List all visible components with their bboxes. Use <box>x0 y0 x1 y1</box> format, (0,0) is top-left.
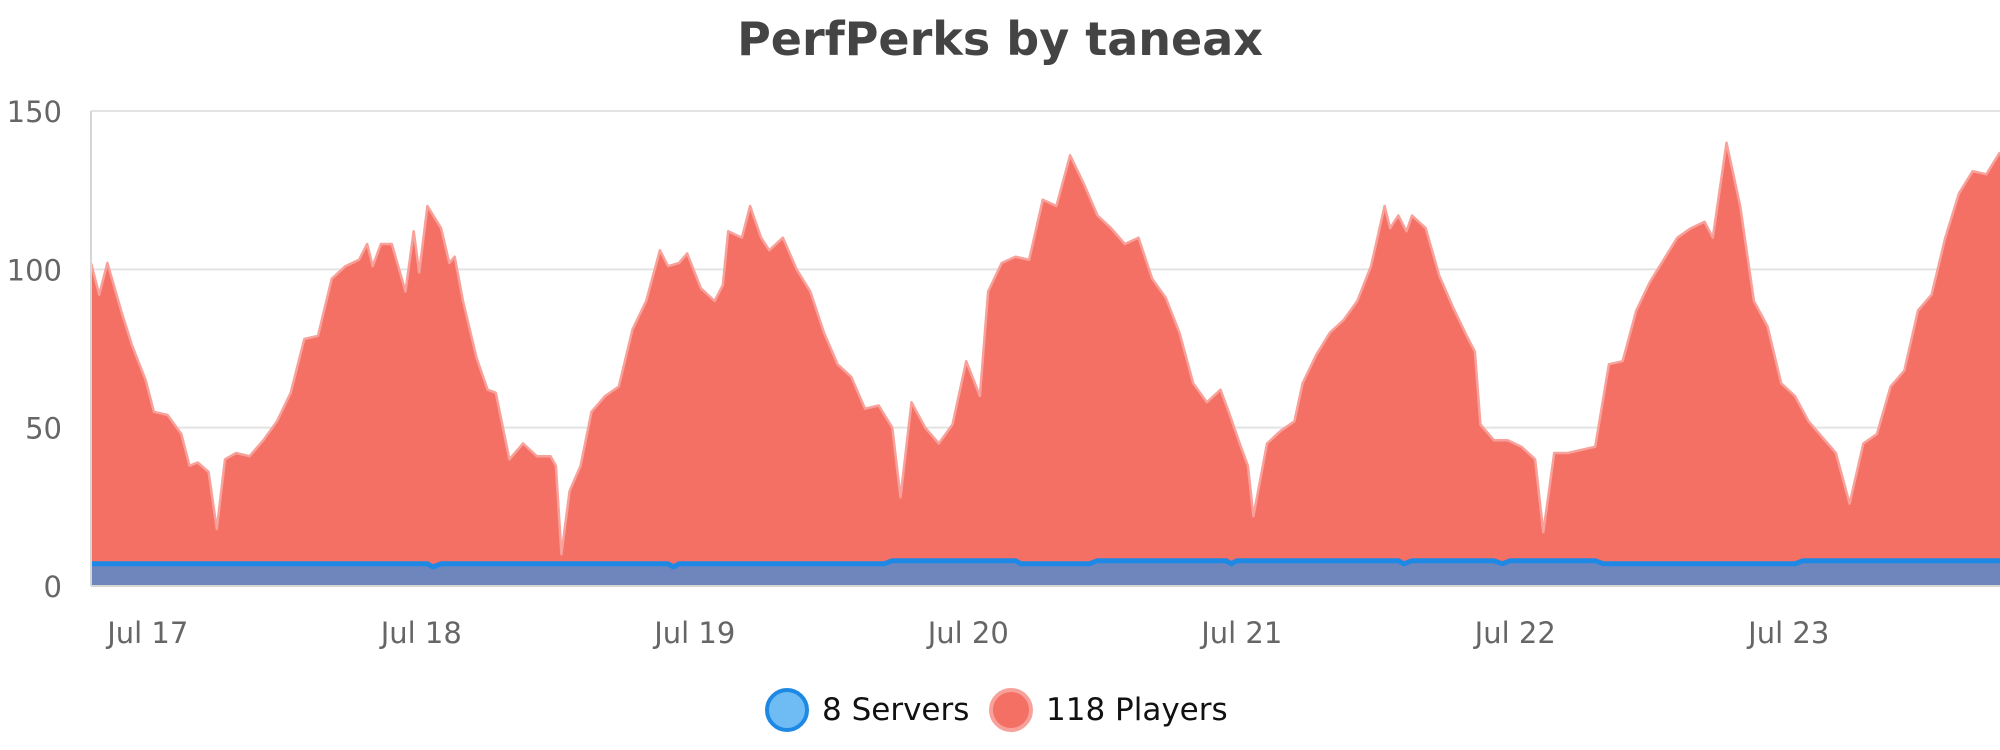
x-tick-label: Jul 22 <box>1473 616 1556 650</box>
x-tick-label: Jul 19 <box>652 616 735 650</box>
y-tick-label: 150 <box>7 95 62 129</box>
legend-item-servers[interactable]: 8 Servers <box>765 688 969 732</box>
legend-label: 8 Servers <box>822 692 969 728</box>
x-tick-label: Jul 17 <box>105 616 188 650</box>
y-tick-label: 0 <box>44 570 62 604</box>
players-area <box>91 142 2000 586</box>
x-tick-label: Jul 18 <box>379 616 462 650</box>
y-tick-label: 50 <box>25 412 62 446</box>
legend-marker-icon <box>765 688 809 732</box>
x-tick-label: Jul 23 <box>1746 616 1829 650</box>
plot-area <box>89 141 2000 586</box>
legend-marker-icon <box>989 688 1033 732</box>
axes: 0 50 100 150 Jul 17 Jul 18 Jul 19 Jul 20 Jul 21 J… <box>7 95 2000 650</box>
legend-label: 118 Players <box>1046 692 1228 728</box>
legend[interactable]: 8 Servers 118 Players <box>765 688 1228 732</box>
legend-item-players[interactable]: 118 Players <box>989 688 1228 732</box>
players-line <box>89 141 2000 556</box>
y-tick-label: 100 <box>7 253 62 287</box>
chart-title: PerfPerks by taneax <box>737 12 1263 66</box>
x-tick-label: Jul 20 <box>926 616 1009 650</box>
servers-area <box>91 560 2000 586</box>
x-tick-label: Jul 21 <box>1199 616 1282 650</box>
servers-line <box>91 558 2000 570</box>
